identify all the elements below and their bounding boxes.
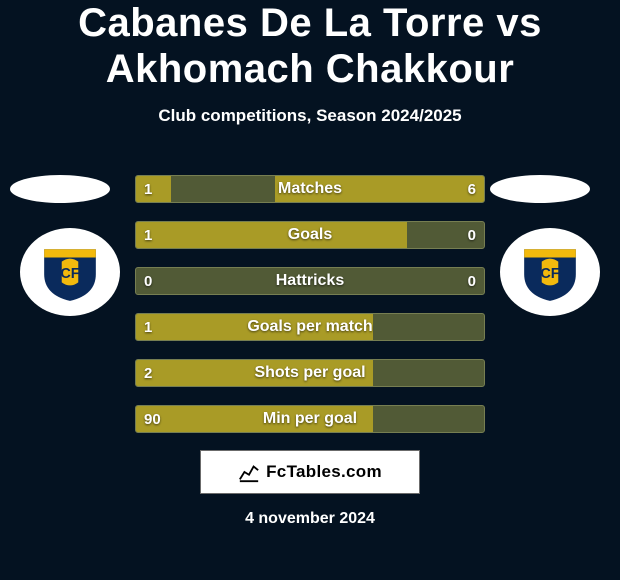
stat-value-right: 0 (460, 222, 484, 248)
stat-value-left: 0 (136, 268, 160, 294)
villarreal-crest-icon: CF (519, 241, 581, 303)
stat-label: Hattricks (136, 268, 484, 294)
stat-value-right (468, 406, 484, 432)
villarreal-crest-icon: CF (39, 241, 101, 303)
club-badge-right: CF (500, 228, 600, 316)
chart-line-icon (238, 461, 260, 483)
stat-value-left: 90 (136, 406, 169, 432)
stat-bar-left (136, 314, 373, 340)
footer-brand-text: FcTables.com (266, 462, 382, 482)
page-title: Cabanes De La Torre vs Akhomach Chakkour (0, 0, 620, 92)
club-badge-left: CF (20, 228, 120, 316)
stat-value-left: 1 (136, 314, 160, 340)
stat-value-right: 6 (460, 176, 484, 202)
player-photo-placeholder-right (490, 175, 590, 203)
svg-text:CF: CF (540, 266, 559, 282)
stat-value-right (468, 360, 484, 386)
stat-row: 10Goals (135, 221, 485, 249)
stat-value-left: 1 (136, 176, 160, 202)
stat-row: 0 0Hattricks (135, 267, 485, 295)
stat-bar-left (136, 360, 373, 386)
stat-bar-right (275, 176, 484, 202)
stat-row: 16Matches (135, 175, 485, 203)
stat-value-right: 0 (460, 268, 484, 294)
stats-bars-region: 16Matches10Goals00Hattricks1Goals per ma… (135, 175, 485, 451)
stat-row: 2Shots per goal (135, 359, 485, 387)
stat-row: 1Goals per match (135, 313, 485, 341)
footer-brand-box: FcTables.com (200, 450, 420, 494)
stat-row: 90Min per goal (135, 405, 485, 433)
stat-value-left: 1 (136, 222, 160, 248)
svg-text:CF: CF (60, 266, 79, 282)
stat-bar-left (136, 406, 373, 432)
stat-value-right (468, 314, 484, 340)
player-photo-placeholder-left (10, 175, 110, 203)
stat-value-left: 2 (136, 360, 160, 386)
subtitle: Club competitions, Season 2024/2025 (0, 106, 620, 126)
stat-bar-left (136, 222, 407, 248)
generated-date: 4 november 2024 (0, 510, 620, 528)
